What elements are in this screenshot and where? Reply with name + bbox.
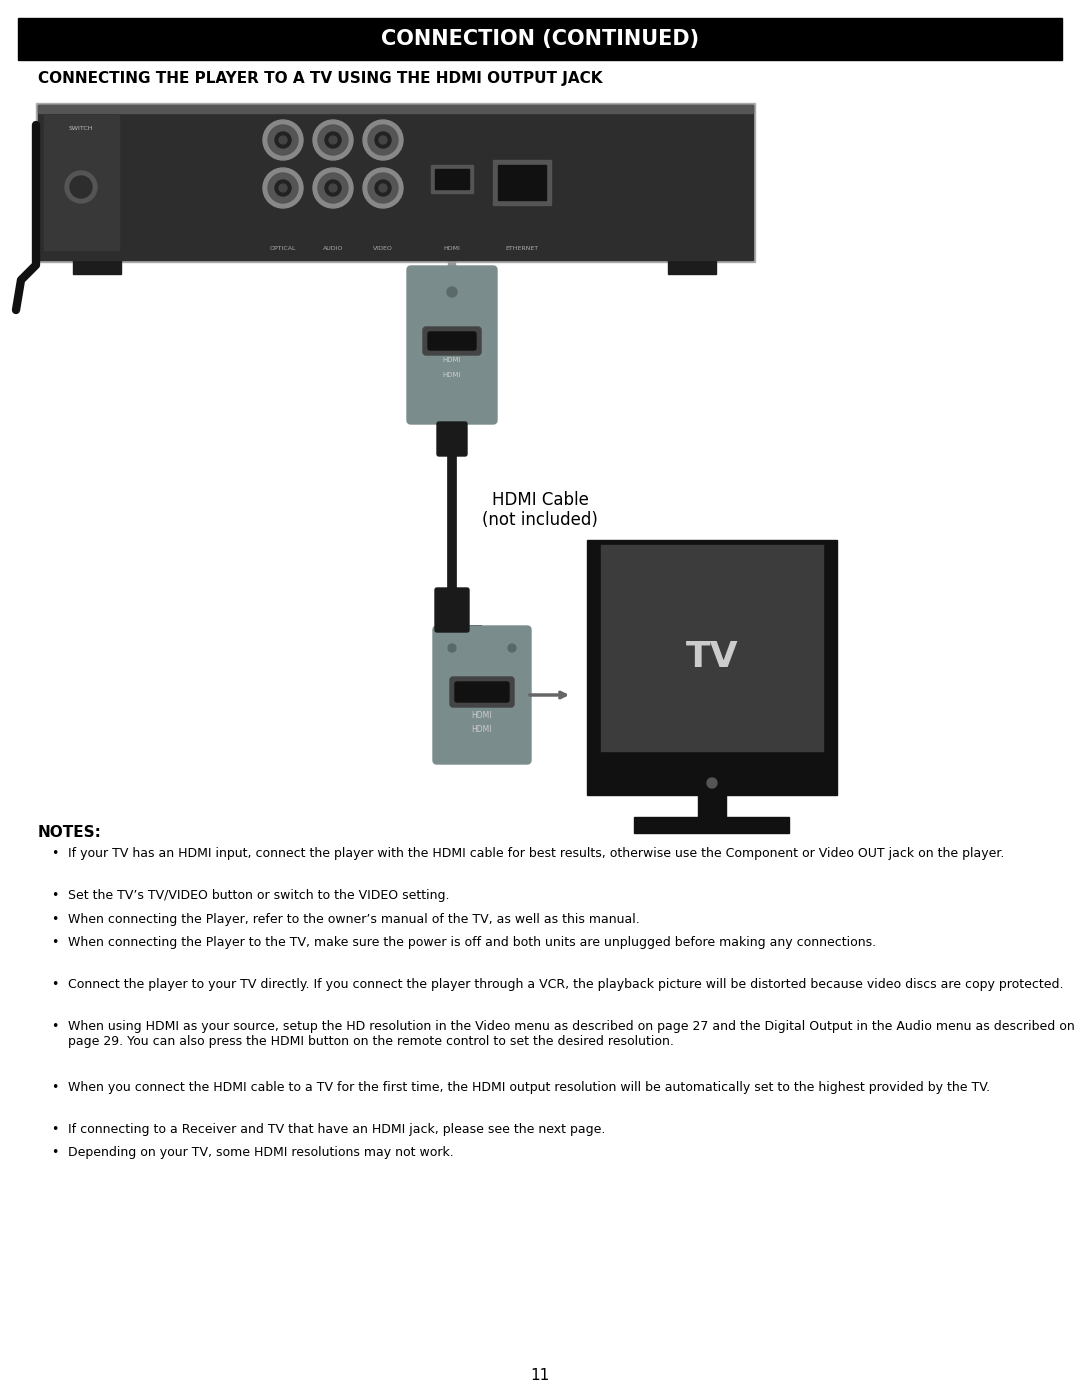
Bar (73, 260, 121, 274)
Bar (435, 169, 469, 189)
Text: •: • (52, 1123, 58, 1136)
Circle shape (264, 120, 303, 161)
Text: When you connect the HDMI cable to a TV for the first time, the HDMI output reso: When you connect the HDMI cable to a TV … (68, 1080, 990, 1094)
Text: •: • (52, 847, 58, 861)
Circle shape (279, 184, 287, 191)
Text: When connecting the Player, refer to the owner’s manual of the TV, as well as th: When connecting the Player, refer to the… (68, 912, 639, 925)
Bar (600, 545, 823, 752)
Bar (38, 105, 753, 260)
Text: VIDEO: VIDEO (373, 246, 393, 250)
Circle shape (318, 124, 348, 155)
Text: SWITCH: SWITCH (69, 127, 93, 131)
Bar (18, 18, 1062, 60)
Bar (588, 541, 837, 795)
Circle shape (508, 644, 516, 652)
Circle shape (448, 644, 456, 652)
Text: •: • (52, 1020, 58, 1032)
Circle shape (279, 136, 287, 144)
Circle shape (318, 173, 348, 203)
Text: •: • (52, 1146, 58, 1160)
Bar (669, 260, 716, 274)
Circle shape (275, 180, 291, 196)
Text: HDMI: HDMI (472, 711, 492, 719)
Bar (36, 103, 755, 263)
Text: •: • (52, 978, 58, 990)
Text: Depending on your TV, some HDMI resolutions may not work.: Depending on your TV, some HDMI resoluti… (68, 1146, 454, 1160)
Circle shape (325, 131, 341, 148)
Text: CONNECTION (CONTINUED): CONNECTION (CONTINUED) (381, 29, 699, 49)
Text: AUDIO: AUDIO (323, 246, 343, 250)
Circle shape (268, 124, 298, 155)
Circle shape (368, 124, 399, 155)
Circle shape (447, 286, 457, 298)
Text: TV: TV (686, 640, 739, 673)
Text: CONNECTING THE PLAYER TO A TV USING THE HDMI OUTPUT JACK: CONNECTING THE PLAYER TO A TV USING THE … (38, 70, 603, 85)
Bar (38, 105, 753, 113)
Text: If your TV has an HDMI input, connect the player with the HDMI cable for best re: If your TV has an HDMI input, connect th… (68, 847, 1004, 861)
FancyBboxPatch shape (455, 682, 509, 703)
FancyBboxPatch shape (437, 422, 467, 455)
Circle shape (379, 136, 387, 144)
Text: HDMI: HDMI (444, 246, 460, 250)
FancyBboxPatch shape (435, 588, 469, 631)
Circle shape (368, 173, 399, 203)
FancyBboxPatch shape (407, 265, 497, 425)
FancyBboxPatch shape (450, 678, 514, 707)
Text: •: • (52, 1080, 58, 1094)
Circle shape (375, 131, 391, 148)
FancyBboxPatch shape (423, 327, 481, 355)
Circle shape (65, 170, 97, 203)
Text: If connecting to a Receiver and TV that have an HDMI jack, please see the next p: If connecting to a Receiver and TV that … (68, 1123, 606, 1136)
Bar (431, 165, 473, 193)
Bar (44, 115, 119, 250)
Text: Connect the player to your TV directly. If you connect the player through a VCR,: Connect the player to your TV directly. … (68, 978, 1064, 990)
Circle shape (329, 184, 337, 191)
Text: NOTES:: NOTES: (38, 826, 102, 840)
Text: HDMI: HDMI (443, 372, 461, 379)
Text: •: • (52, 912, 58, 925)
FancyBboxPatch shape (433, 626, 531, 764)
Bar (498, 165, 546, 200)
Text: HDMI Cable
(not included): HDMI Cable (not included) (482, 490, 598, 529)
Text: When using HDMI as your source, setup the HD resolution in the Video menu as des: When using HDMI as your source, setup th… (68, 1020, 1075, 1048)
Circle shape (70, 176, 92, 198)
Circle shape (375, 180, 391, 196)
Circle shape (275, 131, 291, 148)
Circle shape (313, 120, 353, 161)
Text: •: • (52, 888, 58, 902)
Circle shape (379, 184, 387, 191)
Circle shape (363, 168, 403, 208)
Text: OPTICAL: OPTICAL (270, 246, 296, 250)
Text: •: • (52, 936, 58, 949)
Bar (492, 161, 551, 205)
FancyBboxPatch shape (428, 332, 476, 351)
Text: When connecting the Player to the TV, make sure the power is off and both units : When connecting the Player to the TV, ma… (68, 936, 876, 949)
Circle shape (363, 120, 403, 161)
Circle shape (313, 168, 353, 208)
Text: HDMI: HDMI (443, 358, 461, 363)
Circle shape (268, 173, 298, 203)
Circle shape (264, 168, 303, 208)
Circle shape (707, 778, 717, 788)
Bar (634, 817, 789, 833)
Text: Set the TV’s TV/VIDEO button or switch to the VIDEO setting.: Set the TV’s TV/VIDEO button or switch t… (68, 888, 449, 902)
Text: 11: 11 (530, 1368, 550, 1383)
Text: HDMI: HDMI (472, 725, 492, 735)
Text: ETHERNET: ETHERNET (505, 246, 539, 250)
Circle shape (325, 180, 341, 196)
Bar (698, 795, 726, 817)
Circle shape (329, 136, 337, 144)
